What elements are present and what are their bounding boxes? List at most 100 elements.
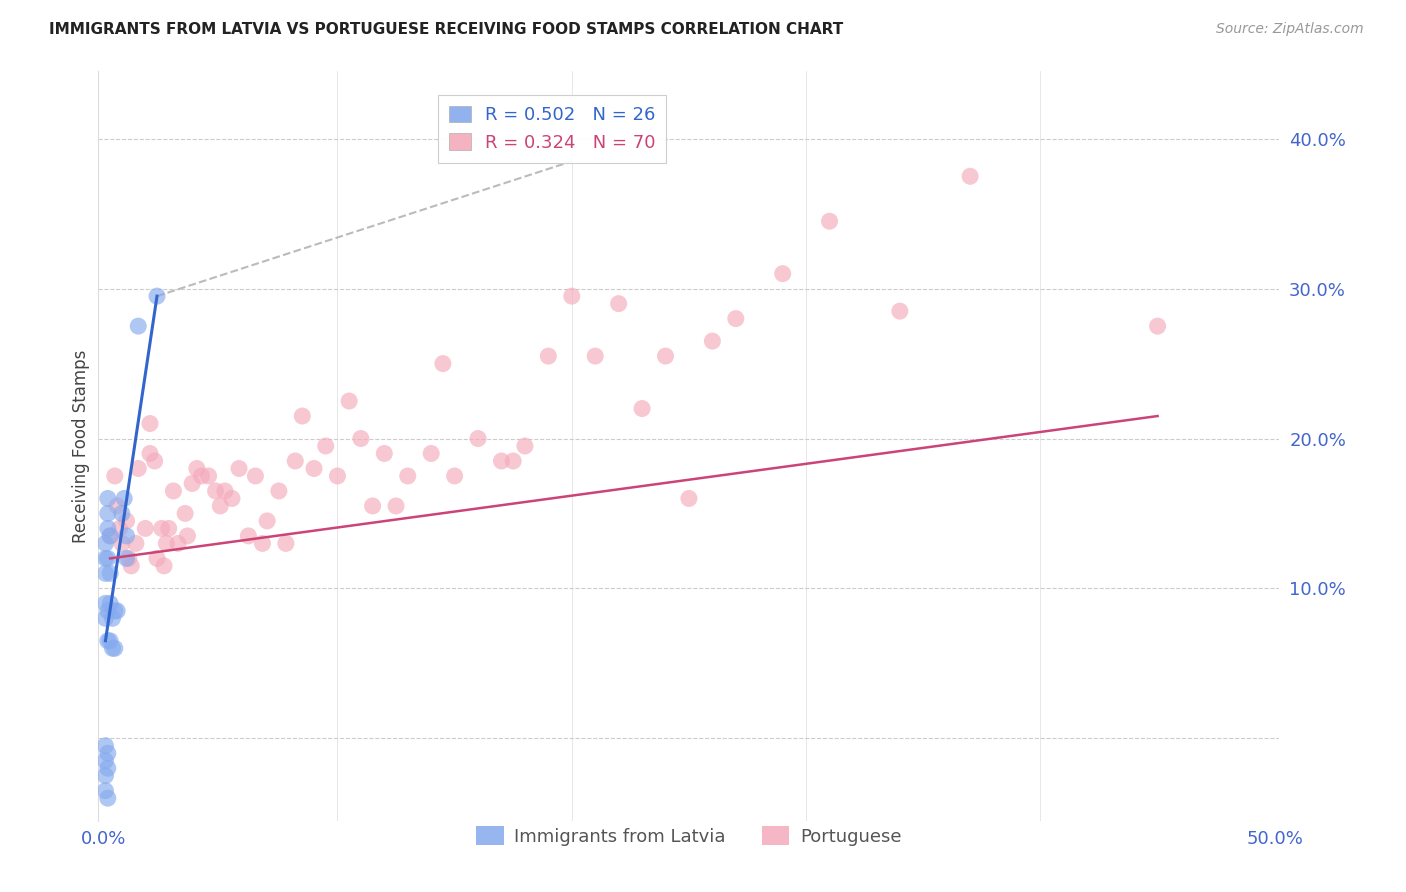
Point [583, 349, 606, 363]
Point [143, 454, 166, 468]
Point [256, 514, 278, 528]
Point [127, 461, 149, 475]
Point [94, 551, 117, 566]
Point [204, 483, 226, 498]
Point [491, 454, 513, 468]
Point [98, 529, 121, 543]
Point [291, 409, 314, 423]
Point [120, 558, 142, 573]
Point [97, 791, 120, 805]
Point [959, 169, 981, 184]
Point [98, 529, 121, 543]
Point [302, 461, 325, 475]
Point [432, 357, 454, 371]
Point [162, 483, 184, 498]
Point [889, 304, 911, 318]
Legend: Immigrants from Latvia, Portuguese: Immigrants from Latvia, Portuguese [470, 819, 908, 853]
Point [702, 334, 724, 348]
Point [214, 483, 236, 498]
Point [94, 769, 117, 783]
Point [350, 432, 373, 446]
Point [94, 754, 117, 768]
Point [315, 439, 337, 453]
Point [267, 483, 290, 498]
Point [186, 461, 208, 475]
Point [97, 521, 120, 535]
Point [176, 529, 198, 543]
Point [252, 536, 274, 550]
Point [105, 604, 128, 618]
Point [115, 529, 138, 543]
Point [115, 514, 138, 528]
Point [97, 633, 120, 648]
Point [537, 349, 560, 363]
Point [326, 469, 349, 483]
Point [678, 491, 700, 506]
Point [94, 536, 117, 550]
Point [97, 551, 120, 566]
Point [443, 469, 465, 483]
Point [153, 558, 176, 573]
Point [111, 536, 134, 550]
Point [157, 521, 180, 535]
Point [174, 507, 197, 521]
Point [245, 469, 267, 483]
Point [385, 499, 408, 513]
Y-axis label: Receiving Food Stamps: Receiving Food Stamps [72, 350, 90, 542]
Point [361, 499, 384, 513]
Point [97, 491, 120, 506]
Point [139, 446, 162, 460]
Point [146, 551, 169, 566]
Point [724, 311, 747, 326]
Point [1146, 319, 1168, 334]
Point [274, 536, 297, 550]
Text: Source: ZipAtlas.com: Source: ZipAtlas.com [1216, 22, 1364, 37]
Point [94, 739, 117, 753]
Point [155, 536, 177, 550]
Point [513, 439, 536, 453]
Point [127, 319, 149, 334]
Point [97, 761, 120, 775]
Point [101, 611, 124, 625]
Point [115, 551, 138, 566]
Point [112, 491, 135, 506]
Point [108, 521, 131, 535]
Point [607, 296, 630, 310]
Point [772, 267, 794, 281]
Point [228, 461, 250, 475]
Point [118, 551, 141, 566]
Text: IMMIGRANTS FROM LATVIA VS PORTUGUESE RECEIVING FOOD STAMPS CORRELATION CHART: IMMIGRANTS FROM LATVIA VS PORTUGUESE REC… [49, 22, 844, 37]
Point [98, 596, 121, 610]
Point [337, 394, 360, 409]
Point [396, 469, 419, 483]
Point [502, 454, 524, 468]
Point [373, 446, 395, 460]
Point [150, 521, 173, 535]
Point [197, 469, 219, 483]
Point [94, 611, 117, 625]
Point [98, 633, 121, 648]
Point [209, 499, 232, 513]
Point [97, 604, 120, 618]
Point [94, 783, 117, 797]
Point [139, 417, 162, 431]
Point [104, 469, 127, 483]
Point [467, 432, 489, 446]
Point [561, 289, 583, 303]
Point [97, 507, 120, 521]
Point [97, 746, 120, 760]
Point [167, 536, 190, 550]
Point [146, 289, 169, 303]
Point [94, 596, 117, 610]
Point [818, 214, 841, 228]
Point [238, 529, 260, 543]
Point [105, 499, 128, 513]
Point [631, 401, 654, 416]
Point [94, 566, 117, 581]
Point [104, 641, 127, 656]
Point [98, 566, 121, 581]
Point [111, 507, 134, 521]
Point [181, 476, 204, 491]
Point [101, 641, 124, 656]
Point [420, 446, 443, 460]
